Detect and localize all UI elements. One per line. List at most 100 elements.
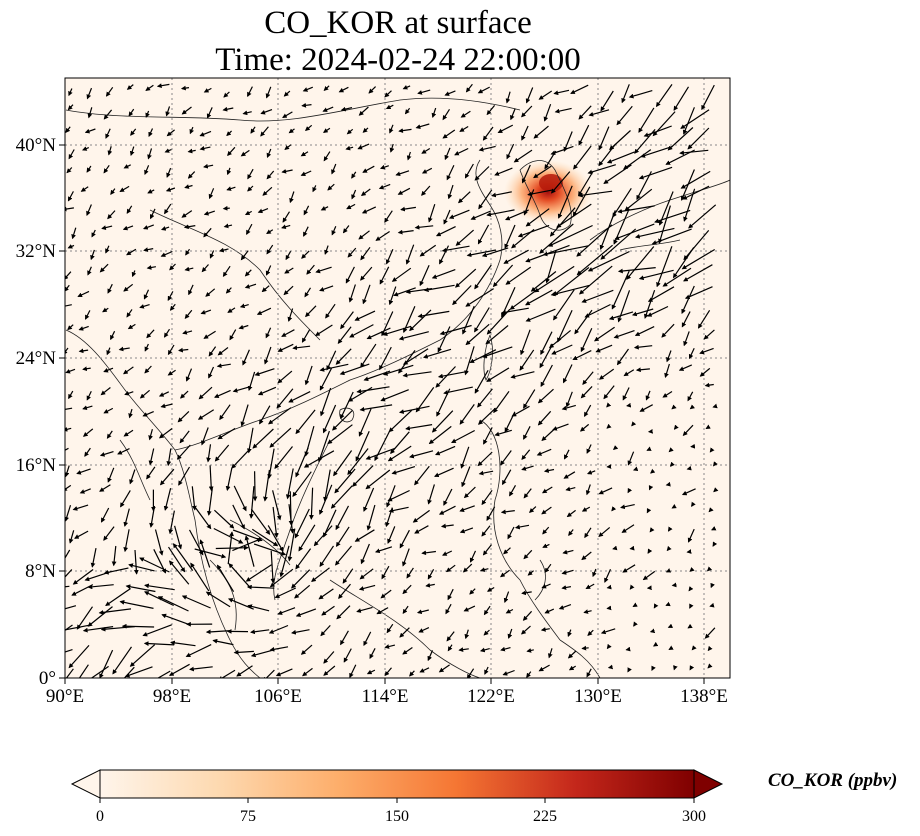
wind-vector-arrow [431, 107, 437, 119]
wind-vector-arrow [523, 549, 533, 560]
wind-vector-arrow [635, 367, 650, 373]
wind-vector-arrow [521, 105, 533, 118]
wind-vector-arrow [268, 624, 289, 634]
wind-vector-arrow [634, 326, 655, 336]
wind-vector-arrow [181, 595, 211, 609]
wind-vector-arrow [82, 146, 90, 151]
wind-vector-arrow [363, 631, 372, 647]
wind-vector-arrow [395, 170, 410, 177]
wind-vector-arrow [167, 291, 174, 301]
wind-vector-arrow [500, 450, 512, 466]
wind-vector-arrow [553, 89, 570, 96]
wind-vector-arrow [67, 191, 74, 202]
wind-vector-arrow [443, 488, 453, 506]
wind-vector-arrow [563, 449, 570, 460]
wind-vector-arrow [281, 329, 295, 337]
wind-vector-arrow [634, 227, 675, 239]
wind-vector-arrow [301, 102, 312, 108]
wind-vector-arrow [337, 326, 352, 344]
wind-vector-arrow [681, 285, 695, 314]
wind-vector-arrow [493, 390, 510, 414]
wind-vector-arrow [661, 323, 675, 338]
wind-vector-arrow [123, 283, 134, 292]
wind-vector-arrow [362, 165, 375, 173]
wind-vector-arrow [231, 450, 249, 469]
wind-vector-arrow [539, 343, 554, 369]
wind-vector-arrow [547, 648, 553, 659]
wind-vector-arrow [319, 545, 335, 568]
map-background [65, 78, 730, 678]
wind-vector-arrow [584, 527, 592, 539]
wind-vector-arrow [213, 509, 235, 529]
wind-vector-arrow [126, 309, 133, 318]
wind-vector-arrow [358, 408, 372, 437]
wind-vector-arrow [482, 126, 494, 141]
wind-vector-arrow [105, 588, 131, 607]
wind-vector-arrow [414, 224, 434, 230]
wind-vector-arrow [317, 430, 330, 463]
wind-vector-arrow [263, 469, 270, 502]
wind-vector-arrow [268, 407, 292, 425]
wind-vector-arrow [65, 407, 73, 410]
wind-vector-arrow [360, 188, 371, 196]
wind-vector-arrow [244, 210, 252, 216]
wind-vector-arrow [481, 247, 509, 258]
wind-vector-arrow [226, 130, 233, 137]
wind-vector-arrow [414, 465, 430, 486]
x-axis: 90°E 98°E 106°E 114°E 122°E 130°E 138°E [46, 678, 728, 707]
wind-vector-arrow [158, 428, 173, 439]
wind-vector-arrow [691, 645, 697, 651]
wind-vector-arrow [578, 265, 613, 295]
wind-vector-arrow [233, 649, 254, 655]
wind-vector-arrow [712, 541, 718, 547]
wind-vector-arrow [358, 106, 369, 116]
wind-vector-arrow [386, 485, 396, 508]
wind-vector-arrow [679, 149, 709, 156]
wind-vector-arrow [612, 445, 619, 451]
wind-vector-arrow [678, 364, 693, 371]
wind-vector-arrow [633, 621, 638, 627]
wind-vector-arrow [250, 508, 271, 535]
wind-vector-arrow [304, 287, 312, 298]
wind-vector-arrow [459, 527, 474, 534]
wind-vector-arrow [415, 123, 430, 129]
wind-vector-arrow [184, 309, 193, 319]
wind-vector-arrow [586, 444, 592, 454]
wind-vector-arrow [415, 387, 435, 413]
wind-vector-arrow [412, 509, 430, 523]
y-tick-label: 8°N [25, 561, 56, 582]
wind-vector-arrow [91, 229, 96, 238]
wind-vector-arrow [319, 368, 333, 391]
wind-vector-arrow [345, 145, 354, 151]
wind-vector-arrow [582, 371, 594, 385]
wind-vector-arrow [594, 326, 615, 342]
wind-vector-arrow [418, 627, 430, 633]
wind-vector-arrow [325, 303, 336, 319]
wind-vector-arrow [82, 405, 93, 411]
wind-vector-arrow [406, 567, 414, 579]
wind-vector-arrow [538, 90, 553, 100]
wind-vector-arrow [242, 110, 252, 116]
wind-vector-arrow [539, 223, 574, 254]
wind-vector-arrow [144, 165, 150, 175]
wind-vector-arrow [494, 429, 512, 437]
wind-vector-arrow [682, 185, 710, 200]
wind-vector-arrow [598, 126, 610, 151]
wind-vector-arrow [206, 444, 212, 463]
wind-vector-arrow [612, 187, 632, 218]
wind-vector-arrow [390, 431, 410, 455]
wind-vector-arrow [616, 348, 629, 366]
wind-vector-arrow [143, 247, 154, 252]
wind-vector-arrow [439, 324, 472, 336]
wind-vector-arrow [68, 644, 90, 669]
wind-vector-arrow [391, 466, 416, 475]
wind-vector-arrow [543, 468, 555, 473]
wind-vector-arrow [646, 507, 652, 514]
wind-vector-arrow [603, 164, 632, 184]
wind-vector-arrow [376, 607, 389, 615]
wind-vector-arrow [478, 470, 494, 476]
wind-vector-arrow [469, 550, 477, 563]
wind-vector-arrow [642, 570, 656, 581]
wind-vector-arrow [483, 629, 490, 636]
wind-vector-arrow [646, 446, 652, 451]
